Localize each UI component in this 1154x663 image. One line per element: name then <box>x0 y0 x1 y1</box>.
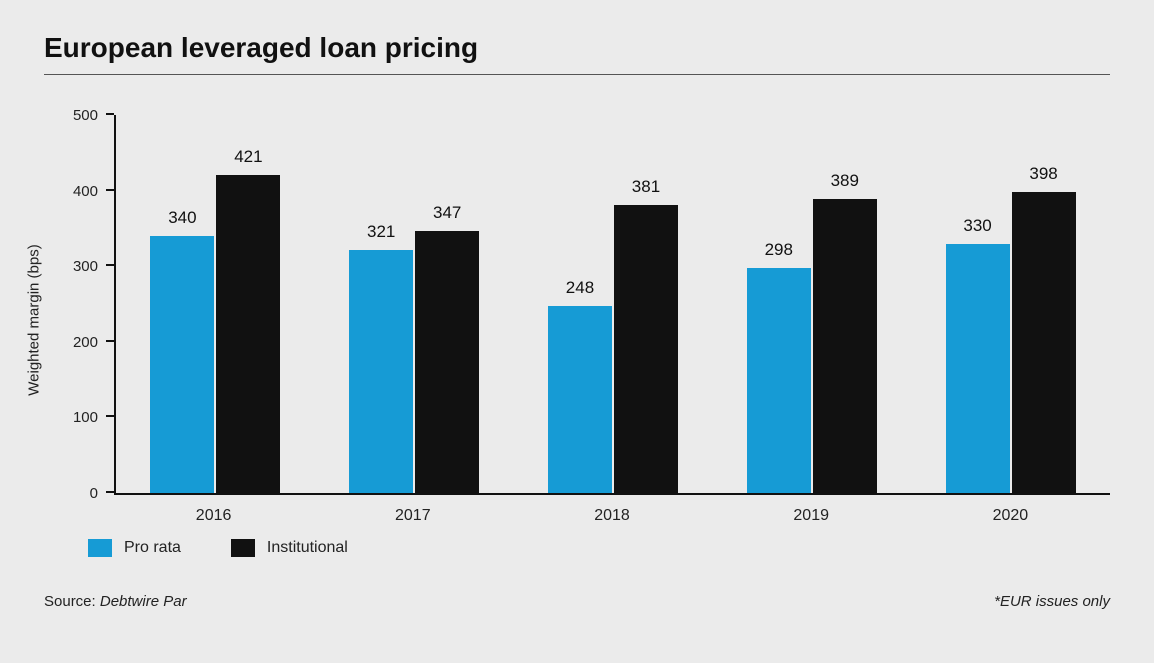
legend-label-pro-rata: Pro rata <box>124 539 181 557</box>
chart-area: Weighted margin (bps) 340421321347248381… <box>44 115 1110 525</box>
y-tick-label: 200 <box>73 334 98 351</box>
bar-group: 248381 <box>514 115 713 493</box>
bar-group: 340421 <box>116 115 315 493</box>
bar-value-label: 381 <box>632 177 660 197</box>
swatch-institutional <box>231 539 255 557</box>
y-tick-label: 100 <box>73 409 98 426</box>
bar: 421 <box>216 175 280 493</box>
x-tick-label: 2019 <box>712 507 911 525</box>
y-tick-label: 500 <box>73 107 98 124</box>
x-tick-label: 2020 <box>911 507 1110 525</box>
bar: 330 <box>946 244 1010 493</box>
footnote: *EUR issues only <box>994 593 1110 610</box>
chart-container: European leveraged loan pricing Weighted… <box>0 0 1154 663</box>
x-tick-label: 2017 <box>313 507 512 525</box>
bar-group: 321347 <box>315 115 514 493</box>
bar-group: 330398 <box>911 115 1110 493</box>
y-axis-label: Weighted margin (bps) <box>26 244 43 395</box>
bar: 340 <box>150 236 214 493</box>
y-tick-label: 400 <box>73 183 98 200</box>
bar: 298 <box>747 268 811 493</box>
bar-value-label: 389 <box>831 171 859 191</box>
chart-footer: Source: Debtwire Par *EUR issues only <box>44 593 1110 610</box>
bar: 248 <box>548 306 612 493</box>
bar-group: 298389 <box>712 115 911 493</box>
swatch-pro-rata <box>88 539 112 557</box>
x-tick-label: 2016 <box>114 507 313 525</box>
source-label: Source: <box>44 593 100 610</box>
legend-item-institutional: Institutional <box>231 539 348 557</box>
bar: 398 <box>1012 192 1076 493</box>
bar: 389 <box>813 199 877 493</box>
y-tick-label: 0 <box>90 485 98 502</box>
source-name: Debtwire Par <box>100 593 187 610</box>
bar-value-label: 248 <box>566 278 594 298</box>
bar-groups: 340421321347248381298389330398 <box>116 115 1110 493</box>
legend: Pro rata Institutional <box>88 539 1110 557</box>
source: Source: Debtwire Par <box>44 593 187 610</box>
x-axis-labels: 20162017201820192020 <box>114 507 1110 525</box>
bar-value-label: 421 <box>234 147 262 167</box>
plot-area: 340421321347248381298389330398 010020030… <box>114 115 1110 495</box>
chart-title: European leveraged loan pricing <box>44 32 1110 75</box>
bar-value-label: 347 <box>433 203 461 223</box>
bar: 347 <box>415 231 479 493</box>
bar: 381 <box>614 205 678 493</box>
bar-value-label: 330 <box>963 216 991 236</box>
bar-value-label: 321 <box>367 222 395 242</box>
y-tick-label: 300 <box>73 258 98 275</box>
legend-label-institutional: Institutional <box>267 539 348 557</box>
legend-item-pro-rata: Pro rata <box>88 539 181 557</box>
x-tick-label: 2018 <box>512 507 711 525</box>
bar-value-label: 298 <box>765 240 793 260</box>
bar-value-label: 340 <box>168 208 196 228</box>
bar-value-label: 398 <box>1029 164 1057 184</box>
bar: 321 <box>349 250 413 493</box>
